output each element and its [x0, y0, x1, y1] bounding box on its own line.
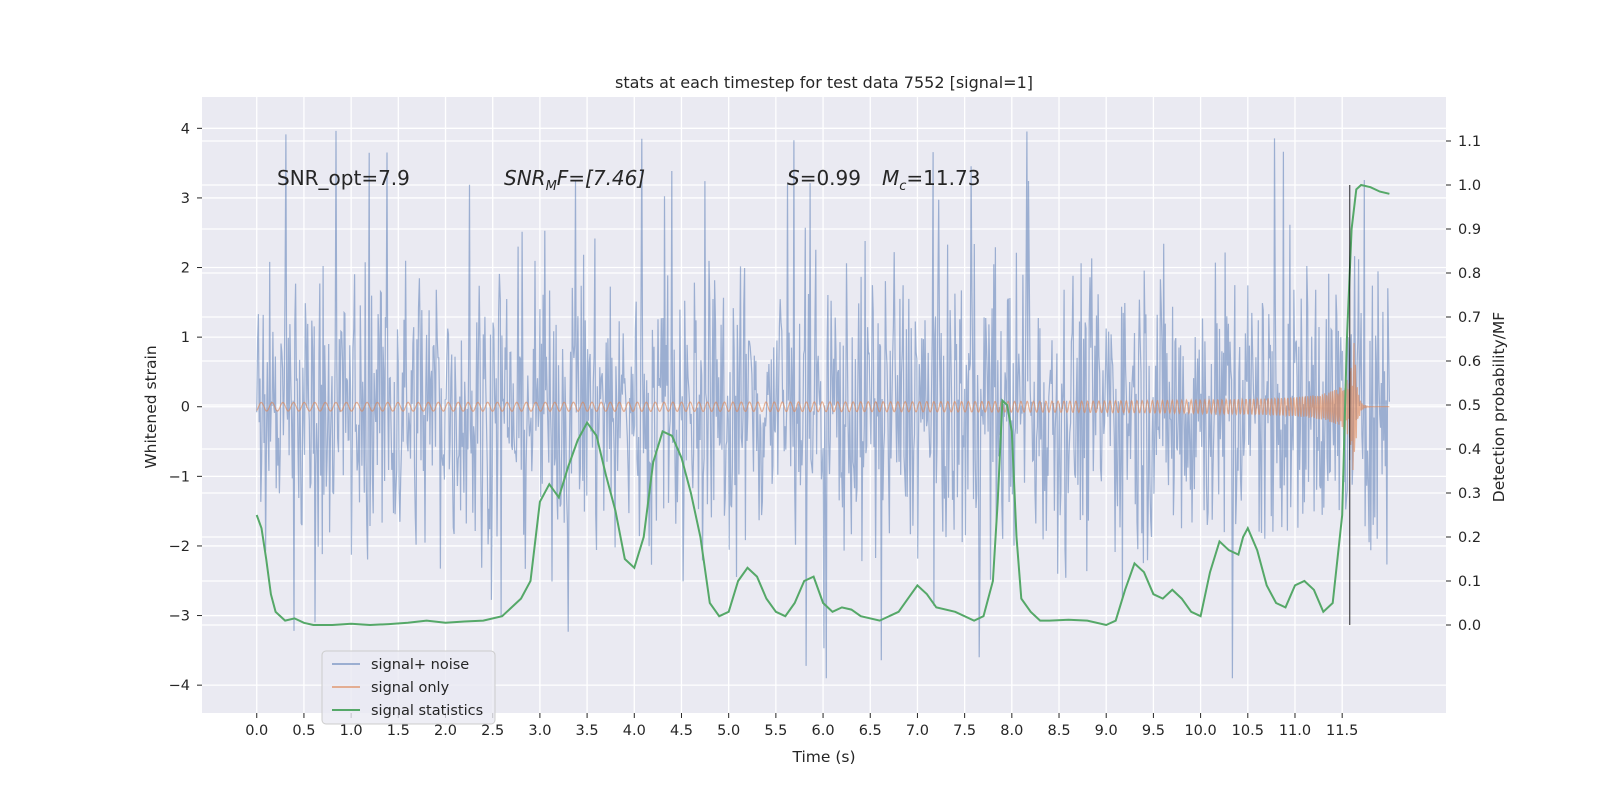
y-tick-label: −4: [169, 678, 190, 694]
x-tick-label: 2.5: [481, 723, 504, 739]
legend: signal+ noise signal only signal statist…: [321, 650, 496, 725]
y-right-tick-label: 0.2: [1458, 530, 1481, 546]
y-right-tick-label: 0.7: [1458, 310, 1481, 326]
legend-label-stat: signal statistics: [371, 703, 483, 719]
x-axis-title: Time (s): [791, 748, 855, 766]
x-tick-label: 6.0: [812, 723, 835, 739]
x-tick-label: 2.0: [434, 723, 457, 739]
x-tick-label: 3.5: [576, 723, 599, 739]
x-tick-label: 3.0: [528, 723, 551, 739]
legend-label-signal: signal only: [371, 680, 450, 696]
y-tick-label: −3: [169, 609, 190, 625]
x-tick-label: 0.0: [245, 723, 268, 739]
y-axis-title-right: Detection probability/MF: [1490, 312, 1508, 503]
x-tick-label: 11.5: [1326, 723, 1358, 739]
y-right-tick-label: 0.0: [1458, 618, 1481, 634]
annotation-s: S=0.99: [787, 166, 861, 190]
x-tick-label: 0.5: [292, 723, 315, 739]
y-tick-label: −2: [169, 539, 190, 555]
x-tick-label: 5.0: [717, 723, 740, 739]
y-tick-label: 2: [181, 261, 190, 277]
annotation-mc: Mc=11.73: [882, 166, 980, 194]
series-signal-statistics: [255, 183, 1390, 627]
x-tick-label: 8.5: [1047, 723, 1070, 739]
x-tick-label: 9.0: [1095, 723, 1118, 739]
chart-title: stats at each timestep for test data 755…: [615, 73, 1033, 92]
x-tick-label: 9.5: [1142, 723, 1165, 739]
y-axis-title: Whitened strain: [142, 345, 160, 468]
legend-label-noise: signal+ noise: [371, 657, 469, 673]
series-signal-noise: [256, 130, 1390, 679]
y-tick-label: −1: [169, 469, 190, 485]
x-tick-label: 4.5: [670, 723, 693, 739]
annotation-snr-mf: SNRMF=[7.46]: [504, 166, 645, 194]
y-right-tick-label: 0.1: [1458, 574, 1481, 590]
y-right-tick-label: 0.4: [1458, 442, 1481, 458]
y-tick-label: 1: [181, 330, 190, 346]
y-right-tick-label: 0.3: [1458, 486, 1481, 502]
y-right-tick-label: 0.5: [1458, 398, 1481, 414]
x-tick-label: 8.0: [1000, 723, 1023, 739]
x-tick-label: 5.5: [764, 723, 787, 739]
x-tick-label: 10.5: [1232, 723, 1264, 739]
x-tick-label: 11.0: [1279, 723, 1311, 739]
legend-box: [321, 650, 496, 725]
series-signal-only: [256, 342, 1390, 471]
y-right-tick-label: 0.9: [1458, 222, 1481, 238]
x-tick-label: 1.0: [340, 723, 363, 739]
x-tick-label: 7.5: [953, 723, 976, 739]
x-tick-label: 7.0: [906, 723, 929, 739]
x-tick-label: 1.5: [387, 723, 410, 739]
x-tick-label: 4.0: [623, 723, 646, 739]
y-right-tick-label: 1.1: [1458, 134, 1481, 150]
y-right-tick-label: 0.6: [1458, 354, 1481, 370]
x-tick-label: 6.5: [859, 723, 882, 739]
y-tick-label: 4: [181, 121, 190, 137]
x-tick-label: 10.0: [1184, 723, 1216, 739]
annotation-snr-opt: SNR_opt=7.9: [277, 166, 410, 190]
y-right-tick-label: 0.8: [1458, 266, 1481, 282]
y-tick-label: 0: [181, 400, 190, 416]
y-tick-label: 3: [181, 191, 190, 207]
y-right-tick-label: 1.0: [1458, 178, 1481, 194]
